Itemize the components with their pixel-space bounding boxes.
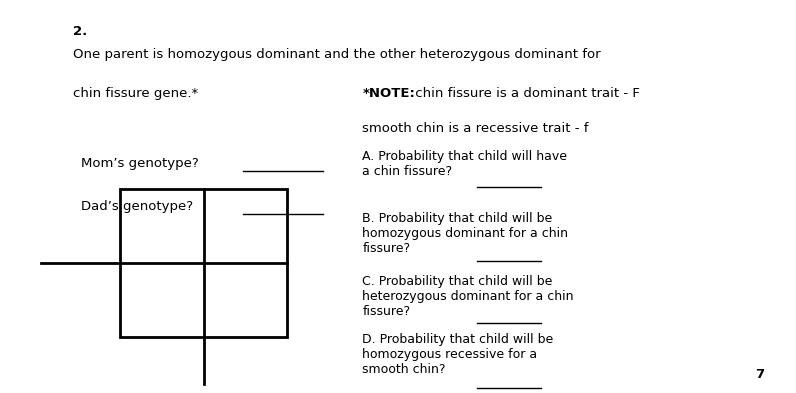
Text: Mom’s genotype?: Mom’s genotype? bbox=[80, 158, 198, 171]
Text: 7: 7 bbox=[755, 368, 764, 381]
Text: B. Probability that child will be
homozygous dominant for a chin
fissure?: B. Probability that child will be homozy… bbox=[362, 212, 568, 255]
Text: smooth chin is a recessive trait - f: smooth chin is a recessive trait - f bbox=[362, 122, 589, 135]
Bar bbox=[120, 189, 287, 337]
Text: C. Probability that child will be
heterozygous dominant for a chin
fissure?: C. Probability that child will be hetero… bbox=[362, 275, 574, 318]
Text: Dad’s genotype?: Dad’s genotype? bbox=[80, 200, 193, 213]
Text: 2.: 2. bbox=[72, 25, 87, 38]
Text: D. Probability that child will be
homozygous recessive for a
smooth chin?: D. Probability that child will be homozy… bbox=[362, 333, 553, 376]
Text: One parent is homozygous dominant and the other heterozygous dominant for: One parent is homozygous dominant and th… bbox=[72, 48, 600, 61]
Text: *NOTE:: *NOTE: bbox=[362, 87, 416, 100]
Text: chin fissure is a dominant trait - F: chin fissure is a dominant trait - F bbox=[411, 87, 639, 100]
Text: chin fissure gene.*: chin fissure gene.* bbox=[72, 87, 198, 100]
Text: A. Probability that child will have
a chin fissure?: A. Probability that child will have a ch… bbox=[362, 150, 568, 178]
